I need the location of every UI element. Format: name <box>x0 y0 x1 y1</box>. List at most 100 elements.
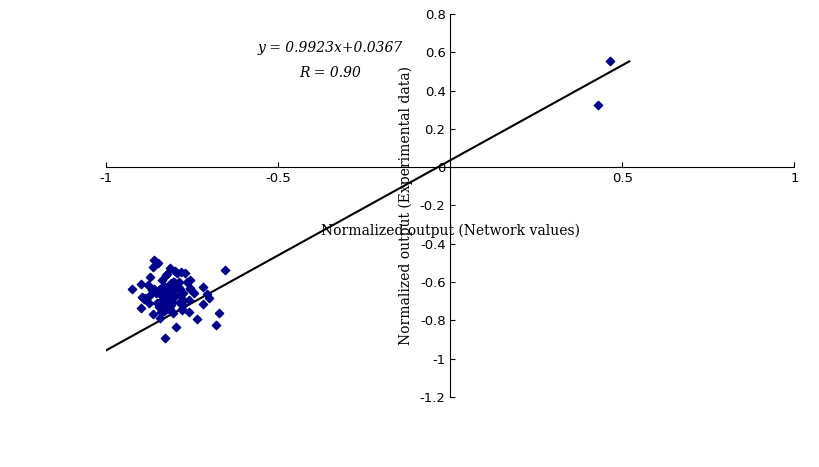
Point <box>161 298 174 305</box>
Point <box>165 298 179 306</box>
Point <box>183 284 196 292</box>
Point <box>146 263 159 271</box>
Point <box>174 299 187 307</box>
Point <box>158 290 171 297</box>
Point <box>604 57 617 64</box>
Point <box>149 289 162 296</box>
Point <box>126 285 139 292</box>
Point <box>160 284 173 291</box>
Point <box>159 295 172 302</box>
Point <box>197 283 210 290</box>
Point <box>176 301 189 309</box>
Y-axis label: Normalized output (Experimental data): Normalized output (Experimental data) <box>398 66 413 345</box>
Point <box>174 268 188 276</box>
Point <box>173 285 186 293</box>
Point <box>143 274 156 281</box>
Point <box>152 303 165 311</box>
Point <box>142 281 155 289</box>
Point <box>173 291 186 299</box>
Point <box>134 280 147 288</box>
Point <box>163 283 176 291</box>
Point <box>159 296 172 303</box>
Point <box>168 278 181 285</box>
Point <box>156 288 170 296</box>
Point <box>156 276 169 283</box>
Point <box>166 310 179 317</box>
Point <box>163 305 176 312</box>
Point <box>170 323 183 330</box>
Point <box>156 288 169 295</box>
Point <box>175 306 188 314</box>
Point <box>156 302 169 310</box>
Point <box>172 284 185 292</box>
Point <box>170 282 183 290</box>
Point <box>152 260 165 267</box>
Point <box>145 285 158 292</box>
Point <box>154 291 167 298</box>
Point <box>592 101 605 109</box>
Point <box>213 309 226 316</box>
Point <box>179 269 192 276</box>
Point <box>166 285 179 293</box>
Point <box>161 270 174 277</box>
Point <box>154 285 167 293</box>
Point <box>168 267 181 275</box>
Point <box>166 278 179 285</box>
Point <box>167 282 180 290</box>
Point <box>219 266 232 274</box>
Point <box>183 286 197 293</box>
Point <box>147 256 161 263</box>
Point <box>161 288 174 296</box>
Point <box>191 315 204 323</box>
Point <box>180 278 193 286</box>
Point <box>183 296 196 303</box>
Point <box>170 269 183 276</box>
Point <box>172 278 185 286</box>
Point <box>177 289 190 296</box>
Point <box>167 287 180 294</box>
Text: R = 0.90: R = 0.90 <box>299 66 361 80</box>
Point <box>159 271 172 279</box>
Point <box>153 315 166 322</box>
Point <box>153 285 166 292</box>
Point <box>197 300 210 307</box>
X-axis label: Normalized output (Network values): Normalized output (Network values) <box>321 224 580 238</box>
Point <box>176 297 189 304</box>
Point <box>158 283 171 290</box>
Point <box>163 264 176 271</box>
Point <box>143 292 156 299</box>
Point <box>173 298 186 306</box>
Point <box>182 308 195 315</box>
Point <box>175 305 188 313</box>
Point <box>158 334 171 341</box>
Point <box>164 301 177 309</box>
Point <box>159 300 172 307</box>
Point <box>154 309 167 316</box>
Point <box>203 294 216 301</box>
Point <box>158 308 171 315</box>
Point <box>157 293 170 301</box>
Point <box>156 286 169 293</box>
Point <box>146 286 159 294</box>
Point <box>147 311 160 318</box>
Point <box>148 285 161 292</box>
Point <box>156 296 169 304</box>
Point <box>135 304 148 312</box>
Point <box>183 276 197 284</box>
Point <box>188 289 201 297</box>
Point <box>210 322 223 329</box>
Point <box>201 290 214 297</box>
Point <box>167 285 180 293</box>
Point <box>169 292 182 299</box>
Point <box>138 294 152 302</box>
Point <box>143 300 156 307</box>
Point <box>165 279 178 286</box>
Point <box>151 299 164 307</box>
Text: y = 0.9923x+0.0367: y = 0.9923x+0.0367 <box>257 42 403 56</box>
Point <box>165 290 178 297</box>
Point <box>170 283 183 290</box>
Point <box>163 293 176 301</box>
Point <box>166 288 179 295</box>
Point <box>135 293 148 301</box>
Point <box>161 305 174 313</box>
